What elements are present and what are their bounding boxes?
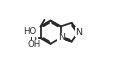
Text: N: N [75, 28, 82, 37]
Text: B: B [30, 33, 37, 43]
Text: OH: OH [28, 40, 41, 49]
Text: HO: HO [23, 27, 36, 36]
Text: N: N [58, 33, 65, 42]
